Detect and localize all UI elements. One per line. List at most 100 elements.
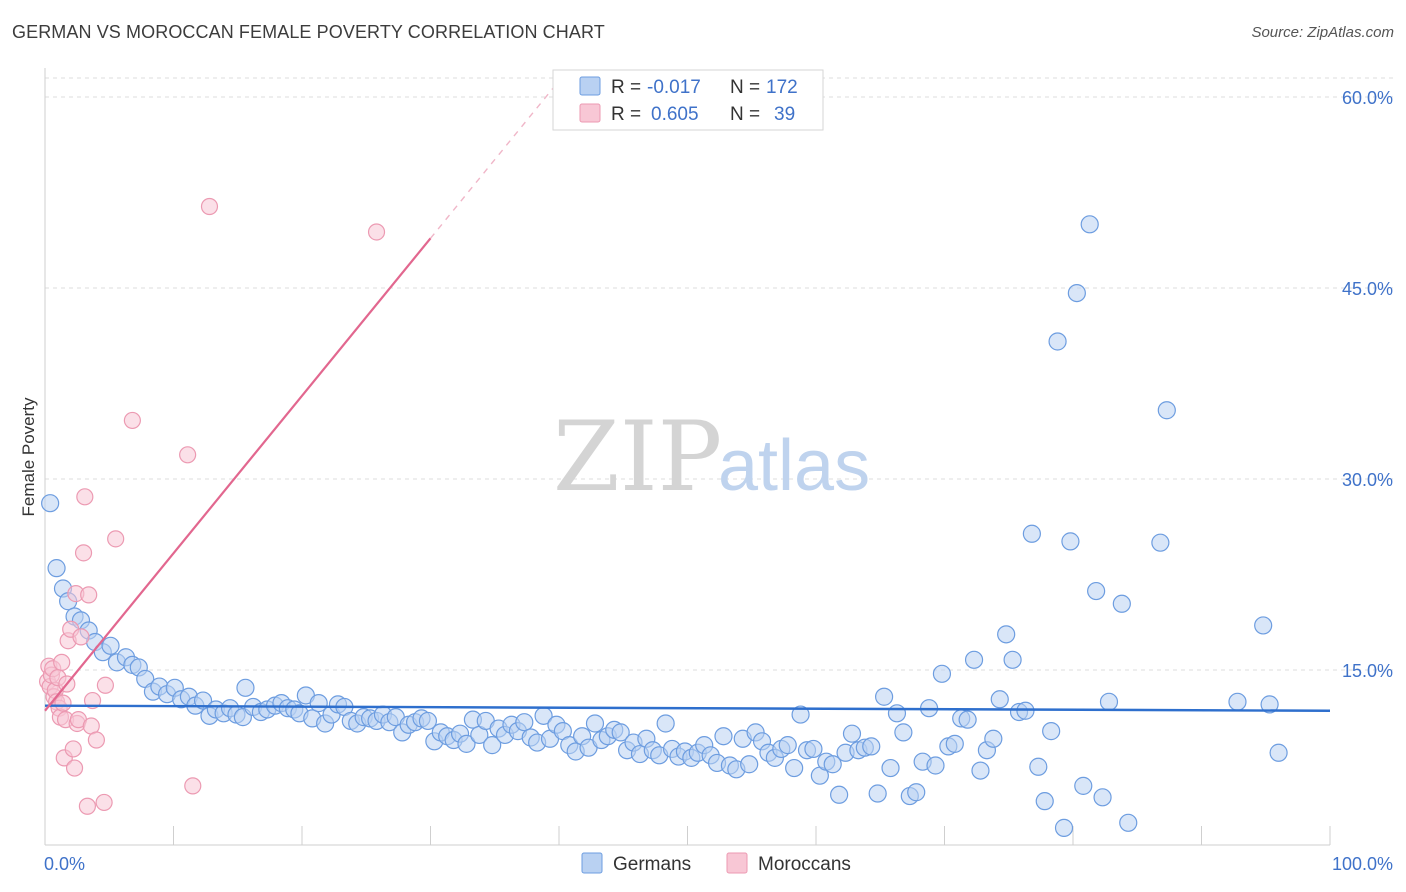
german-point	[1029, 757, 1048, 776]
legend-moroccan-r-value: 0.605	[651, 104, 699, 125]
y-tick-label-2: 45.0%	[1342, 279, 1393, 299]
german-point	[958, 710, 977, 729]
x-tick-label-0: 0.0%	[44, 854, 85, 874]
german-point	[804, 739, 823, 759]
moroccan-point	[74, 544, 93, 562]
moroccan-point	[95, 793, 113, 812]
legend-moroccan-n-label: N =	[730, 104, 760, 125]
moroccan-point	[53, 653, 71, 671]
grid-lines	[45, 77, 1395, 671]
moroccan-point	[76, 488, 94, 506]
x-tick-labels: 0.0% 100.0%	[44, 854, 1393, 874]
german-point	[1054, 818, 1074, 837]
german-point	[1074, 776, 1093, 795]
german-point	[1042, 722, 1061, 741]
german-point	[457, 734, 476, 753]
german-point	[875, 687, 894, 706]
moroccan-trend-extension	[429, 80, 560, 239]
legend-box: R = -0.017 N = 172 R = 0.605 N = 39	[552, 69, 824, 131]
german-point	[823, 755, 842, 774]
german-point	[907, 783, 926, 802]
german-point	[1080, 215, 1099, 234]
german-point	[740, 755, 759, 774]
german-point	[984, 729, 1003, 748]
german-point	[868, 784, 887, 803]
watermark-zip: ZIP	[553, 401, 722, 513]
german-point	[41, 494, 60, 513]
german-point	[778, 736, 797, 755]
legend-german-r-label: R =	[611, 77, 641, 98]
german-point	[997, 625, 1016, 644]
german-point	[830, 785, 849, 804]
bottom-legend-german-swatch	[581, 852, 603, 874]
german-point	[1228, 692, 1247, 711]
trend-lines	[44, 80, 1331, 712]
german-point	[1151, 533, 1170, 552]
german-point	[236, 678, 255, 697]
moroccan-point	[200, 197, 219, 216]
german-point	[1067, 283, 1086, 303]
german-point	[791, 705, 810, 724]
german-point	[1022, 524, 1041, 543]
bottom-legend-german-label: Germans	[613, 854, 691, 875]
moroccan-point	[184, 777, 202, 795]
german-point	[47, 559, 66, 578]
german-point	[842, 724, 862, 743]
german-point	[101, 636, 120, 655]
moroccan-point	[179, 446, 197, 464]
german-point	[971, 761, 990, 780]
german-point	[1157, 401, 1176, 420]
german-point	[1254, 616, 1273, 635]
german-point	[932, 664, 952, 683]
moroccan-point	[367, 223, 386, 241]
german-point	[515, 713, 534, 732]
moroccan-point	[65, 759, 84, 777]
moroccan-point	[54, 694, 72, 712]
moroccan-trend-line	[44, 237, 432, 712]
german-point	[785, 758, 804, 778]
german-point	[1003, 650, 1022, 669]
y-tick-labels: 15.0% 30.0% 45.0% 60.0%	[1342, 88, 1393, 681]
moroccan-point	[64, 740, 82, 758]
german-point	[611, 723, 630, 742]
german-point	[1061, 532, 1080, 551]
legend-moroccan-r-label: R =	[611, 104, 641, 125]
moroccan-point	[78, 797, 97, 815]
y-tick-label-3: 60.0%	[1342, 88, 1393, 108]
german-point	[945, 734, 964, 753]
watermark-atlas: atlas	[718, 426, 870, 506]
moroccan-point	[80, 586, 98, 604]
german-point	[964, 650, 984, 669]
x-tick-label-1: 100.0%	[1332, 854, 1393, 874]
german-point	[887, 704, 907, 723]
moroccan-point	[123, 411, 141, 430]
german-point	[714, 727, 733, 746]
legend-moroccan-swatch	[579, 103, 601, 123]
moroccan-point	[96, 676, 114, 694]
german-point	[193, 691, 213, 710]
y-tick-label-0: 15.0%	[1342, 661, 1393, 681]
chart-title: GERMAN VS MOROCCAN FEMALE POVERTY CORREL…	[12, 22, 605, 42]
german-point	[418, 711, 438, 731]
chart-source: Source: ZipAtlas.com	[1251, 24, 1394, 41]
legend-german-n-label: N =	[730, 77, 760, 98]
german-point	[585, 714, 605, 733]
german-point	[1035, 792, 1054, 811]
german-point	[483, 736, 502, 755]
bottom-legend-moroccan-swatch	[726, 852, 748, 874]
german-point	[881, 758, 900, 778]
bottom-legend-moroccan-label: Moroccans	[758, 854, 851, 875]
german-point	[926, 756, 945, 775]
german-point	[1048, 332, 1067, 351]
german-points	[41, 215, 1288, 837]
legend-moroccan-n-value: 39	[774, 104, 795, 125]
axes	[44, 68, 1331, 846]
german-point	[990, 690, 1009, 709]
german-point	[1269, 743, 1288, 762]
german-point	[1260, 695, 1279, 714]
y-axis-label-group: Female Poverty	[19, 397, 38, 517]
german-point	[1093, 788, 1112, 807]
moroccan-point	[87, 731, 106, 749]
legend-german-n-value: 172	[766, 77, 798, 98]
